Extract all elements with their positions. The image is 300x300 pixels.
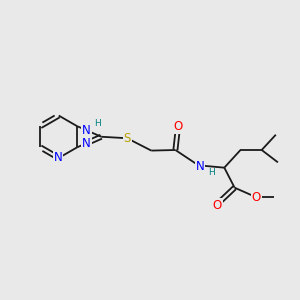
Text: O: O	[251, 190, 261, 204]
Text: H: H	[94, 119, 101, 128]
Text: N: N	[54, 152, 62, 164]
Text: S: S	[124, 132, 131, 145]
Text: N: N	[82, 124, 91, 137]
Text: O: O	[173, 120, 182, 133]
Text: O: O	[212, 200, 222, 212]
Text: N: N	[82, 137, 91, 150]
Text: H: H	[208, 168, 214, 177]
Text: N: N	[196, 160, 204, 173]
